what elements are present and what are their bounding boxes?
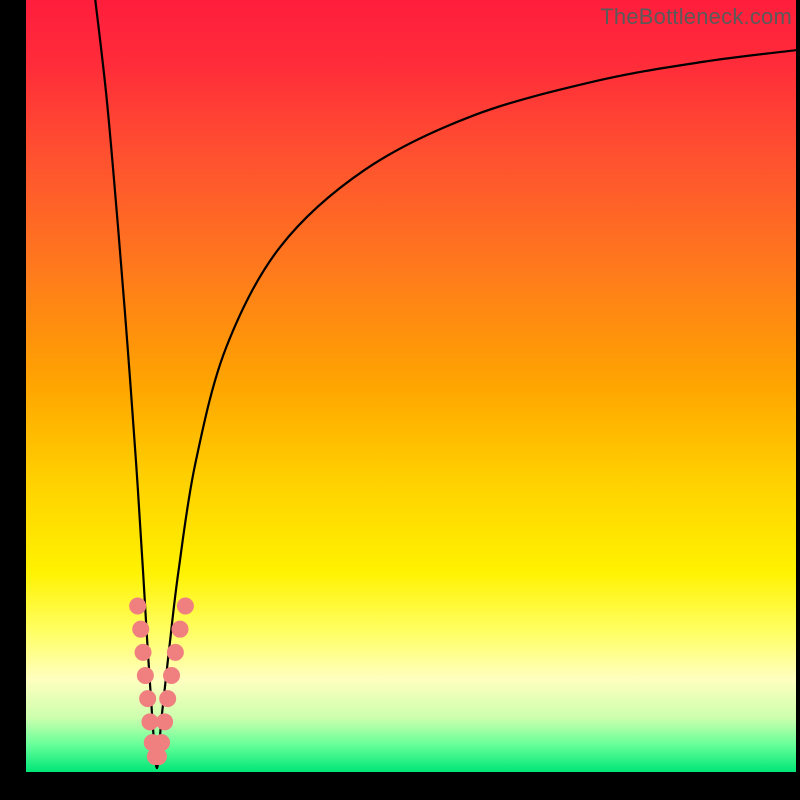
marker-layer xyxy=(130,598,194,765)
datapoint-marker xyxy=(130,598,146,614)
chart-svg xyxy=(26,0,796,772)
datapoint-marker xyxy=(140,691,156,707)
datapoint-marker xyxy=(160,691,176,707)
datapoint-marker xyxy=(177,598,193,614)
plot-area xyxy=(26,0,796,772)
curve-layer xyxy=(95,0,796,768)
datapoint-marker xyxy=(135,644,151,660)
datapoint-marker xyxy=(167,644,183,660)
datapoint-marker xyxy=(172,621,188,637)
datapoint-marker xyxy=(154,735,170,751)
datapoint-marker xyxy=(164,668,180,684)
watermark-text: TheBottleneck.com xyxy=(600,4,792,30)
datapoint-marker xyxy=(142,714,158,730)
datapoint-marker xyxy=(137,668,153,684)
v-curve-path xyxy=(95,0,796,768)
datapoint-marker xyxy=(150,749,166,765)
stage: TheBottleneck.com xyxy=(0,0,800,800)
datapoint-marker xyxy=(157,714,173,730)
datapoint-marker xyxy=(133,621,149,637)
